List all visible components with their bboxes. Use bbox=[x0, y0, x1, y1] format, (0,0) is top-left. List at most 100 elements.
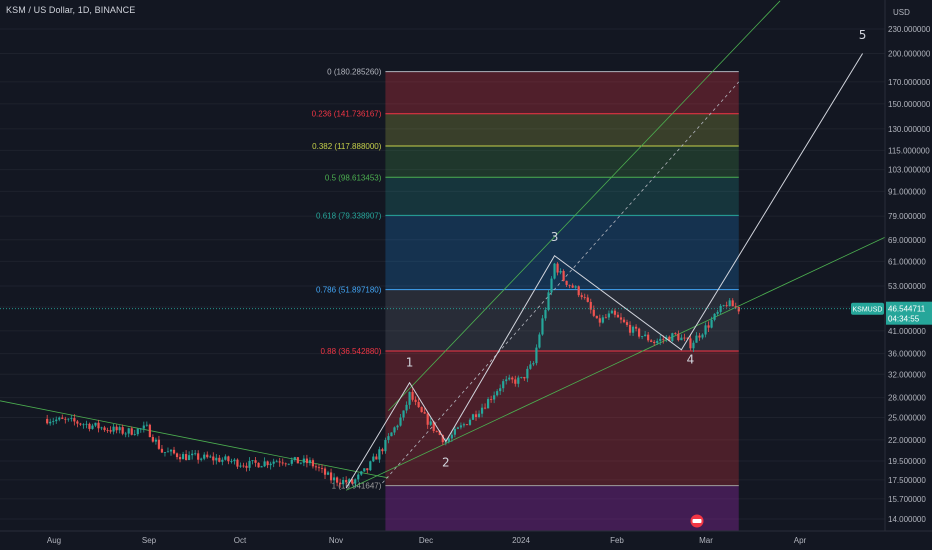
candle-body bbox=[336, 477, 339, 483]
fib-retracement: 0 (180.285260) 0.236 (141.736167) 0.382 (1… bbox=[312, 68, 739, 531]
candle-body bbox=[441, 434, 444, 443]
candle-body bbox=[701, 334, 704, 338]
candle-body bbox=[414, 399, 417, 402]
candle-body bbox=[737, 307, 740, 312]
candle-body bbox=[432, 421, 435, 431]
price-tick-label: 14.000000 bbox=[888, 515, 926, 524]
candle-body bbox=[369, 461, 372, 471]
candle-body bbox=[76, 421, 79, 424]
wave-path bbox=[345, 53, 864, 489]
candle-body bbox=[514, 379, 517, 384]
candle-body bbox=[523, 376, 526, 379]
candle-body bbox=[716, 311, 719, 314]
fib-level-label: 0.618 (79.338907) bbox=[316, 211, 382, 220]
price-tick-label: 79.000000 bbox=[888, 212, 926, 221]
price-tick-label: 103.000000 bbox=[888, 166, 931, 175]
candle-body bbox=[477, 413, 481, 417]
fib-zone bbox=[385, 215, 739, 290]
price-tick-label: 130.000000 bbox=[888, 125, 931, 134]
candle-body bbox=[671, 333, 674, 342]
candle-body bbox=[308, 460, 312, 464]
candle-body bbox=[607, 313, 610, 318]
candle-body bbox=[592, 309, 595, 316]
candle-body bbox=[375, 456, 378, 460]
candle-body bbox=[680, 337, 683, 341]
candle-body bbox=[517, 377, 520, 384]
price-tick-label: 17.500000 bbox=[888, 476, 926, 485]
candle-body bbox=[550, 278, 553, 293]
candle-body bbox=[631, 326, 635, 333]
candle-body bbox=[508, 377, 511, 380]
fib-level-label: 0 (180.285260) bbox=[327, 68, 382, 77]
candle-body bbox=[151, 437, 154, 442]
candle-body bbox=[580, 295, 583, 298]
candle-body bbox=[85, 423, 88, 425]
candle-body bbox=[728, 300, 731, 307]
candle-body bbox=[263, 461, 266, 467]
candle-body bbox=[133, 434, 136, 436]
candle-body bbox=[641, 336, 644, 337]
candle-body bbox=[638, 328, 641, 337]
candle-body bbox=[526, 368, 529, 379]
candle-body bbox=[317, 467, 321, 469]
last-price-bg bbox=[886, 301, 932, 325]
record-icon-mark bbox=[692, 519, 702, 523]
candle-body bbox=[194, 453, 197, 455]
candle-body bbox=[290, 459, 293, 464]
candle-body bbox=[221, 459, 224, 462]
fib-zone bbox=[385, 113, 739, 147]
candle-body bbox=[604, 317, 607, 319]
candle-body bbox=[420, 407, 423, 413]
grid bbox=[0, 28, 885, 520]
candle-body bbox=[689, 338, 692, 349]
candle-body bbox=[58, 417, 61, 420]
time-tick-label: Sep bbox=[142, 536, 157, 545]
candle-body bbox=[595, 315, 598, 319]
candle-body bbox=[616, 314, 620, 318]
candle-body bbox=[360, 471, 363, 475]
candle-body bbox=[73, 418, 76, 422]
last-price-value: 46.544711 bbox=[888, 305, 926, 314]
candle-body bbox=[175, 453, 179, 458]
candle-body bbox=[586, 297, 589, 302]
candle-body bbox=[598, 318, 601, 323]
candle-body bbox=[284, 463, 287, 465]
candle-body bbox=[314, 466, 318, 468]
candle-body bbox=[348, 479, 351, 483]
candle-body bbox=[157, 439, 161, 449]
price-tick-label: 53.000000 bbox=[888, 282, 926, 291]
candle-body bbox=[124, 433, 127, 435]
candle-body bbox=[239, 465, 242, 467]
candle-body bbox=[112, 426, 115, 432]
candle-body bbox=[613, 310, 617, 315]
candle-body bbox=[278, 461, 281, 463]
candle-body bbox=[329, 472, 333, 481]
candle-body bbox=[465, 424, 469, 426]
candle-body bbox=[272, 461, 275, 464]
candle-body bbox=[106, 430, 109, 431]
candle-body bbox=[577, 286, 580, 296]
candle-body bbox=[644, 334, 647, 337]
candle-body bbox=[118, 427, 121, 431]
candle-body bbox=[82, 424, 85, 426]
candle-body bbox=[622, 319, 626, 323]
price-tick-label: 22.000000 bbox=[888, 436, 926, 445]
candle-body bbox=[332, 477, 336, 481]
candle-body bbox=[698, 335, 701, 338]
candle-body bbox=[248, 461, 251, 468]
candle-body bbox=[674, 333, 677, 335]
candle-body bbox=[619, 317, 623, 320]
candle-body bbox=[363, 468, 366, 472]
candle-body bbox=[64, 418, 67, 420]
candle-body bbox=[296, 457, 299, 464]
candle-body bbox=[396, 425, 399, 428]
candle-body bbox=[731, 300, 734, 307]
channel-upper-line bbox=[388, 0, 781, 411]
candle-body bbox=[230, 461, 233, 462]
candle-body bbox=[148, 424, 151, 438]
candle-body bbox=[453, 428, 456, 435]
candle-body bbox=[535, 347, 538, 364]
fib-level-label: 1 (16.941647) bbox=[332, 482, 382, 491]
candle-body bbox=[628, 324, 632, 333]
